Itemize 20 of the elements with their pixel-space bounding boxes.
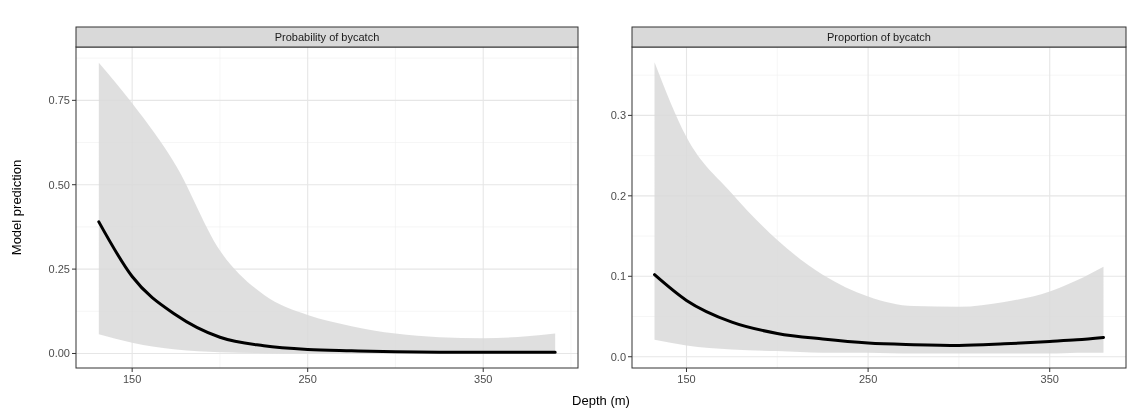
y-tick-label: 0.00	[48, 347, 70, 360]
y-tick-label: 0.25	[48, 263, 70, 276]
y-tick-label: 0.75	[48, 94, 70, 107]
x-tick-label: 350	[474, 373, 493, 385]
x-tick-label: 350	[1040, 373, 1059, 385]
y-tick-label: 0.0	[610, 350, 626, 363]
y-tick-label: 0.1	[610, 270, 626, 283]
chart-title: Probability of bycatch	[274, 31, 380, 43]
x-tick-label: 150	[122, 373, 142, 385]
line-series	[653, 273, 1105, 347]
x-tick-label: 250	[298, 373, 317, 385]
y-tick-label: 0.2	[610, 189, 626, 202]
y-tick-label: 0.50	[48, 178, 70, 191]
x-tick-label: 250	[858, 373, 878, 385]
line-series	[97, 220, 557, 354]
x-tick-label: 150	[677, 373, 696, 385]
y-tick-label: 0.3	[610, 109, 626, 122]
y-axis-title: Model prediction	[9, 159, 24, 256]
x-axis-title: Depth (m)	[572, 393, 630, 408]
chart-title: Proportion of bycatch	[827, 31, 931, 43]
